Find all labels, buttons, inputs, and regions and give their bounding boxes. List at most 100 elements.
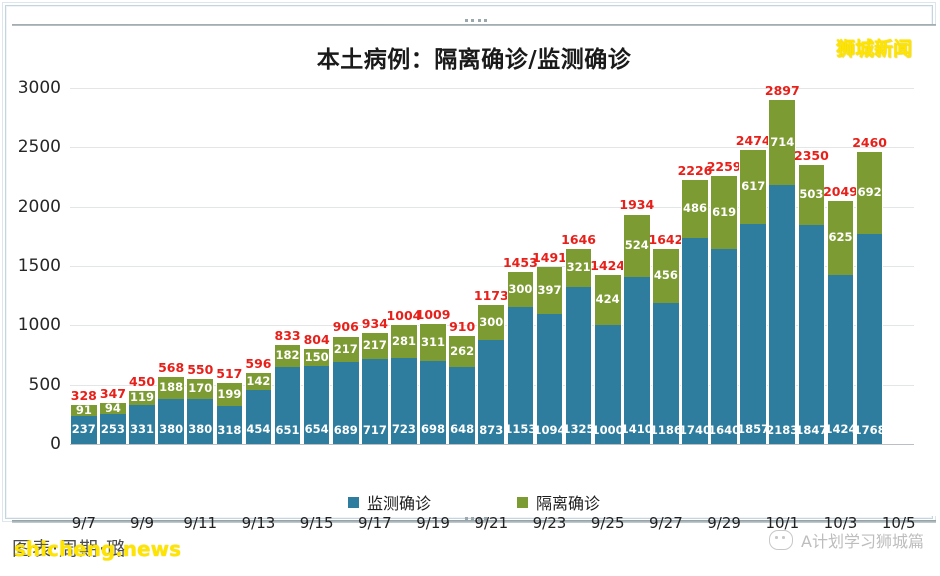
bar-segment-surveillance[interactable]: 1325 (563, 286, 595, 444)
bar-segment-surveillance[interactable]: 723 (391, 358, 417, 444)
bar-segment-value: 94 (104, 400, 121, 415)
bar-segment-quarantine[interactable]: 714 (769, 100, 796, 185)
bar-column[interactable]: 262 648 (448, 336, 476, 444)
bar-column[interactable]: 188 380 (157, 376, 185, 444)
bar-segment-quarantine[interactable]: 617 (740, 150, 767, 224)
bar-segment-quarantine[interactable]: 300 (478, 304, 505, 341)
bar-total-label: 2049 (823, 183, 858, 199)
bar-segment-surveillance[interactable]: 1424 (824, 275, 857, 444)
bar-segment-quarantine[interactable]: 142 (245, 373, 272, 391)
bar-segment-surveillance[interactable]: 237 (71, 415, 97, 444)
bar-segment-surveillance[interactable]: 454 (245, 390, 272, 444)
bar-segment-surveillance[interactable]: 1640 (708, 249, 740, 444)
bar-segment-quarantine[interactable]: 217 (362, 333, 388, 359)
bar-column[interactable]: 617 1857 (737, 150, 769, 444)
bar-segment-quarantine[interactable]: 619 (711, 175, 737, 250)
bar-total-label: 1646 (561, 231, 596, 247)
resize-handle-bottom[interactable] (465, 515, 487, 522)
bar-segment-quarantine[interactable]: 199 (216, 382, 243, 407)
x-axis-tick-label: 9/23 (532, 514, 567, 532)
bar-segment-surveillance[interactable]: 1410 (621, 276, 653, 444)
bar-column[interactable]: 142 454 (244, 373, 273, 444)
bar-column[interactable]: 625 1424 (824, 200, 857, 444)
bar-column[interactable]: 524 1410 (621, 214, 653, 444)
bar-column[interactable]: 170 380 (186, 378, 215, 444)
bar-segment-surveillance[interactable]: 1153 (504, 307, 536, 444)
bar-segment-quarantine[interactable]: 182 (274, 345, 301, 367)
bar-column[interactable]: 503 1847 (795, 165, 827, 444)
bar-column[interactable]: 311 698 (419, 324, 447, 444)
bar-segment-quarantine[interactable]: 150 (303, 348, 330, 367)
bar-segment-quarantine[interactable]: 486 (682, 179, 708, 238)
bar-column[interactable]: 94 253 (99, 400, 127, 444)
bar-segment-surveillance[interactable]: 1740 (679, 237, 711, 444)
bar-segment-quarantine[interactable]: 170 (187, 378, 214, 399)
bar-segment-surveillance[interactable]: 380 (158, 398, 184, 444)
bar-segment-surveillance[interactable]: 689 (332, 362, 359, 444)
bar-segment-surveillance[interactable]: 717 (362, 358, 388, 444)
bar-segment-surveillance[interactable]: 318 (216, 406, 243, 444)
bar-segment-quarantine[interactable]: 321 (565, 248, 592, 287)
bar-segment-quarantine[interactable]: 397 (536, 267, 563, 315)
bar-segment-surveillance[interactable]: 648 (449, 367, 475, 444)
bar-segment-quarantine[interactable]: 119 (129, 390, 155, 405)
bar-segment-surveillance[interactable]: 1000 (592, 325, 624, 444)
bar-segment-surveillance[interactable]: 873 (478, 340, 505, 444)
bar-segment-quarantine[interactable]: 503 (798, 165, 825, 225)
bar-total-label: 2460 (852, 135, 888, 151)
bar-segment-surveillance[interactable]: 698 (420, 361, 446, 444)
bar-column[interactable]: 91 237 (70, 404, 98, 444)
bar-segment-quarantine[interactable]: 625 (827, 200, 854, 276)
bar-column[interactable]: 217 689 (331, 336, 360, 444)
bar-segment-surveillance[interactable]: 331 (129, 404, 155, 444)
bar-segment-surveillance[interactable]: 1186 (650, 303, 682, 444)
resize-handle-top[interactable] (465, 17, 487, 24)
bar-segment-quarantine[interactable]: 300 (507, 271, 534, 308)
bar-column[interactable]: 217 717 (361, 333, 389, 444)
bar-segment-surveillance[interactable]: 253 (100, 413, 126, 444)
bar-column[interactable]: 456 1186 (650, 249, 682, 444)
bar-segment-quarantine[interactable]: 692 (856, 152, 883, 235)
x-axis-tick-label: 9/15 (299, 514, 334, 532)
bar-segment-surveillance[interactable]: 1094 (533, 314, 565, 444)
bar-column[interactable]: 486 1740 (679, 179, 711, 444)
bar-segment-surveillance[interactable]: 380 (187, 398, 214, 444)
bar-segment-surveillance[interactable]: 1857 (737, 223, 769, 444)
bar-segment-quarantine[interactable]: 217 (332, 336, 359, 363)
bar-segment-value: 380 (159, 422, 184, 437)
bar-column[interactable]: 692 1768 (854, 152, 886, 444)
bar-segment-value: 281 (391, 333, 416, 348)
bar-segment-quarantine[interactable]: 91 (71, 404, 97, 416)
bar-segment-surveillance[interactable]: 1768 (854, 234, 886, 444)
bar-column[interactable]: 300 1153 (504, 271, 536, 444)
bar-segment-quarantine[interactable]: 311 (420, 324, 446, 362)
bar-segment-surveillance[interactable]: 1847 (795, 224, 827, 444)
bar-segment-quarantine[interactable]: 424 (594, 275, 621, 326)
bar-segment-surveillance[interactable]: 2183 (766, 184, 798, 444)
bar-segment-quarantine[interactable]: 94 (100, 400, 126, 415)
bar-column[interactable]: 281 723 (390, 324, 418, 444)
bar-column[interactable]: 300 873 (477, 304, 506, 444)
bar-segment-quarantine[interactable]: 262 (449, 336, 475, 368)
bar-segment-surveillance[interactable]: 651 (274, 366, 301, 444)
bar-segment-quarantine[interactable]: 524 (623, 214, 650, 277)
bar-column[interactable]: 619 1640 (708, 175, 740, 444)
bar-segment-quarantine[interactable]: 456 (653, 249, 679, 304)
bar-column[interactable]: 397 1094 (533, 267, 565, 444)
bar-column[interactable]: 150 654 (302, 348, 331, 444)
legend-item[interactable]: 隔离确诊 (517, 490, 600, 514)
legend-item[interactable]: 监测确诊 (347, 490, 431, 514)
bar-segment-quarantine[interactable]: 281 (391, 324, 417, 359)
bar-column[interactable]: 714 2183 (766, 100, 798, 444)
bar-segment-quarantine[interactable]: 188 (158, 376, 184, 399)
bar-total-label: 550 (187, 361, 214, 377)
bar-column[interactable]: 321 1325 (563, 248, 595, 444)
bar-column[interactable]: 199 318 (215, 382, 244, 444)
bar-segment-value: 648 (450, 422, 475, 437)
bar-column[interactable]: 119 331 (128, 390, 156, 444)
bar-column[interactable]: 182 651 (273, 345, 302, 444)
bar-segment-surveillance[interactable]: 654 (303, 366, 330, 444)
bar-total-label: 1642 (648, 232, 684, 248)
chart-object-frame[interactable]: 本土病例：隔离确诊/监测确诊 狮城新闻 0 500 1000 1500 2000 2500… (2, 2, 936, 532)
bar-column[interactable]: 424 1000 (592, 275, 624, 444)
